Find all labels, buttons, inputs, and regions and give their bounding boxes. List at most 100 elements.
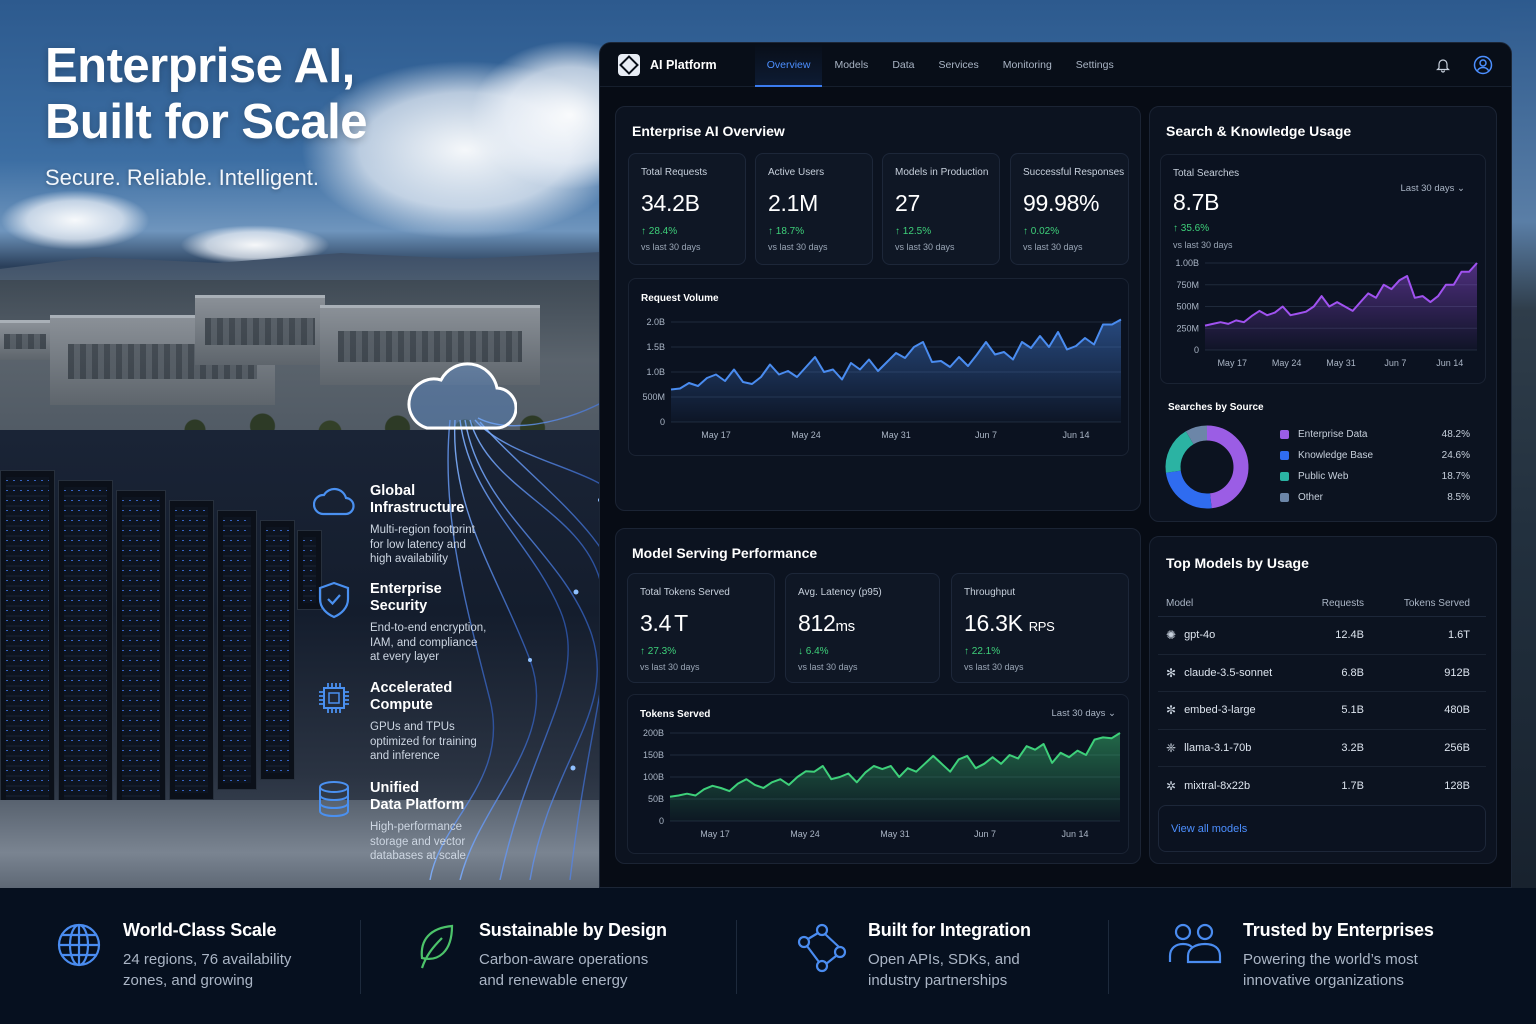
legend-value: 24.6% <box>1441 450 1470 461</box>
svg-text:2.0B: 2.0B <box>646 317 665 327</box>
table-header: Model Requests Tokens Served <box>1158 591 1486 617</box>
model-name: llama-3.1-70b <box>1184 741 1252 754</box>
table-row[interactable]: ✼ embed-3-large 5.1B 480B <box>1158 692 1486 730</box>
kpi-label: Throughput <box>964 587 1016 598</box>
requests-value: 3.2B <box>1341 741 1364 754</box>
svg-text:0: 0 <box>1194 345 1199 355</box>
feature-desc: optimized for training <box>370 735 477 748</box>
col-tokens[interactable]: Tokens Served <box>1403 598 1470 609</box>
feature-unified-data-platform: Unified Data Platform High-performance sto… <box>312 780 502 864</box>
footer-sustainable: Sustainable by Design Carbon-aware opera… <box>362 888 736 1024</box>
kpi-sub: vs last 30 days <box>895 242 955 252</box>
kpi-value: 2.1M <box>768 190 818 216</box>
legend-swatch <box>1280 493 1289 502</box>
panel-title: Top Models by Usage <box>1166 555 1309 571</box>
kpi-change: ↑ 28.4% <box>641 226 678 237</box>
kpi-label: Total Requests <box>641 167 708 178</box>
svg-text:0: 0 <box>659 816 664 826</box>
kpi-label: Avg. Latency (p95) <box>798 587 882 598</box>
legend-swatch <box>1280 472 1289 481</box>
top-models-table: Model Requests Tokens Served ✺ gpt-4o 12.… <box>1158 591 1486 805</box>
model-icon: ❈ <box>1166 740 1177 755</box>
footer-desc: Open APIs, SDKs, and industry partnership… <box>868 949 1020 991</box>
view-all-models-link[interactable]: View all models <box>1158 805 1486 852</box>
nav-overview[interactable]: Overview <box>754 43 823 87</box>
col-requests[interactable]: Requests <box>1321 598 1364 609</box>
svg-text:150B: 150B <box>643 750 664 760</box>
requests-value: 6.8B <box>1341 666 1364 679</box>
feature-desc: high availability <box>370 553 448 565</box>
kpi-value: 34.2B <box>641 190 700 216</box>
svg-text:May 17: May 17 <box>1217 358 1247 368</box>
app-logo[interactable]: AI Platform <box>618 53 717 76</box>
user-icon[interactable] <box>1473 55 1493 75</box>
hero-title: Enterprise AI, Built for Scale <box>45 38 367 150</box>
svg-text:Jun 14: Jun 14 <box>1436 358 1463 368</box>
legend-swatch <box>1280 430 1289 439</box>
kpi-avg-latency: Avg. Latency (p95) 812ms ↓ 6.4% vs last … <box>785 573 940 683</box>
overview-panel: Enterprise AI Overview Total Requests 34… <box>615 106 1141 511</box>
tokens-value: 128B <box>1444 779 1470 792</box>
source-legend: Enterprise Data 48.2% Knowledge Base 24.6%… <box>1280 424 1470 508</box>
svg-text:Jun 7: Jun 7 <box>974 829 996 839</box>
nav-settings[interactable]: Settings <box>1075 58 1114 71</box>
footer-desc: Carbon-aware operations and renewable ene… <box>479 949 648 991</box>
feature-title: Data Platform <box>370 797 465 813</box>
feature-desc: for low latency and <box>370 538 466 551</box>
svg-text:1.0B: 1.0B <box>646 367 665 377</box>
kpi-change: ↑ 0.02% <box>1023 226 1060 237</box>
kpi-change-value: 18.7% <box>775 226 805 237</box>
nav-models[interactable]: Models <box>834 58 869 71</box>
legend-item: Other 8.5% <box>1280 487 1470 508</box>
top-models-panel: Top Models by Usage Model Requests Token… <box>1149 536 1497 864</box>
requests-value: 5.1B <box>1341 704 1364 717</box>
kpi-total-requests: Total Requests 34.2B ↑ 28.4% vs last 30 … <box>628 153 746 265</box>
footer-title: World-Class Scale <box>123 920 277 940</box>
svg-text:May 17: May 17 <box>700 829 730 839</box>
svg-text:1.00B: 1.00B <box>1175 258 1199 268</box>
footer-desc-line: and renewable energy <box>479 972 628 989</box>
footer-desc-line: Carbon-aware operations <box>479 951 649 968</box>
bell-icon[interactable] <box>1435 57 1451 73</box>
feature-enterprise-security: Enterprise Security End-to-end encryption… <box>312 581 502 665</box>
range-dropdown[interactable]: Last 30 days ⌄ <box>1401 183 1465 194</box>
range-dropdown[interactable]: Last 30 days ⌄ <box>1052 708 1116 719</box>
users-icon <box>1168 923 1222 964</box>
nav-services[interactable]: Services <box>938 58 979 71</box>
kpi-value: 27 <box>895 190 920 216</box>
legend-value: 8.5% <box>1447 492 1470 503</box>
shield-check-icon <box>312 581 356 625</box>
kpi-sub: vs last 30 days <box>964 662 1024 672</box>
footer-desc-line: industry partnerships <box>868 972 1008 989</box>
kpi-sub: vs last 30 days <box>798 662 858 672</box>
kpi-unit: ms <box>835 618 855 635</box>
kpi-sub: vs last 30 days <box>1023 242 1083 252</box>
table-row[interactable]: ✻ claude-3.5-sonnet 6.8B 912B <box>1158 655 1486 692</box>
kpi-change: ↑ 12.5% <box>895 226 932 237</box>
feature-title: Unified <box>370 780 420 796</box>
feature-desc: databases at scale <box>370 850 466 862</box>
svg-text:500M: 500M <box>1176 302 1199 312</box>
legend-item: Public Web 18.7% <box>1280 466 1470 487</box>
nav-data[interactable]: Data <box>892 58 915 71</box>
chart-title: Request Volume <box>641 293 719 304</box>
table-row[interactable]: ✺ gpt-4o 12.4B 1.6T <box>1158 617 1486 655</box>
tokens-value: 480B <box>1444 704 1470 717</box>
feature-title: Accelerated <box>370 680 453 696</box>
table-row[interactable]: ✲ mixtral-8x22b 1.7B 128B <box>1158 767 1486 805</box>
kpi-label: Active Users <box>768 167 825 178</box>
chip-icon <box>312 680 356 724</box>
feature-desc: storage and vector <box>370 835 466 848</box>
kpi-change: ↓ 6.4% <box>798 646 829 657</box>
kpi-label: Successful Responses <box>1023 167 1125 178</box>
top-nav: AI Platform Overview Models Data Service… <box>600 43 1511 87</box>
kpi-total-tokens: Total Tokens Served 3.4 T ↑ 27.3% vs last… <box>627 573 775 683</box>
table-row[interactable]: ❈ llama-3.1-70b 3.2B 256B <box>1158 730 1486 767</box>
kpi-value: 3.4 T <box>640 610 688 637</box>
feature-global-infrastructure: Global Infrastructure Multi-region footpr… <box>312 483 502 567</box>
kpi-change-value: 27.3% <box>647 646 677 657</box>
col-model[interactable]: Model <box>1166 598 1194 609</box>
divider <box>736 920 737 994</box>
feature-title: Compute <box>370 697 433 713</box>
nav-monitoring[interactable]: Monitoring <box>1002 58 1052 71</box>
